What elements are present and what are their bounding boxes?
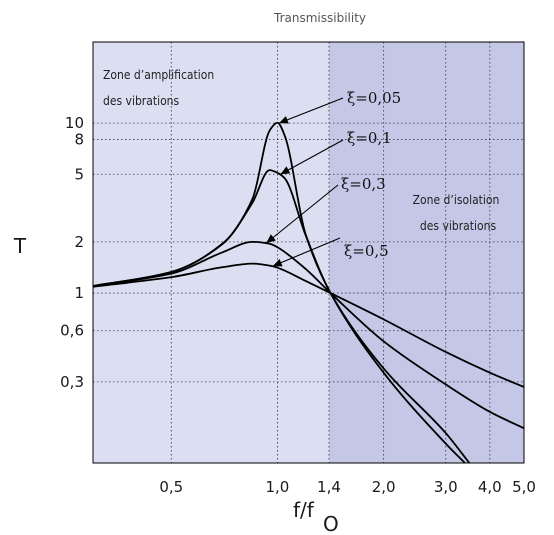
x-tick-label: 5,0 [512, 478, 536, 496]
y-tick-label: 0,3 [60, 373, 84, 391]
plot-frame [92, 41, 525, 464]
x-tick-label: 0,5 [159, 478, 183, 496]
pointer-arrow-line-2 [265, 184, 339, 244]
damping-curve-2 [93, 240, 524, 430]
curve-pointer-arrows [265, 97, 344, 267]
damping-curve-1 [93, 169, 471, 463]
y-tick-label: 10 [65, 114, 84, 132]
series-label-xi-0-5: ξ=0,5 [344, 242, 389, 260]
x-tick-labels: 0,5 1,0 1,4 2,0 3,0 4,0 5,0 [159, 478, 536, 496]
pointer-arrow-line-3 [272, 237, 341, 267]
amplification-zone-label-line2: des vibrations [103, 94, 180, 108]
y-axis-label: T [13, 234, 27, 258]
x-tick-label: 1,4 [317, 478, 341, 496]
series-label-xi-0-05: ξ=0,05 [347, 89, 401, 107]
pointer-arrow-head-1 [280, 166, 291, 175]
pointer-arrow-line-0 [278, 97, 344, 124]
y-tick-label: 0,6 [60, 322, 84, 340]
y-tick-label: 8 [74, 131, 84, 149]
pointer-arrow-line-1 [280, 139, 344, 175]
series-label-xi-0-3: ξ=0,3 [341, 175, 386, 193]
x-axis-label: f/f [293, 498, 315, 522]
amplification-zone-label-line1: Zone d’amplification [103, 68, 214, 82]
pointer-arrow-head-2 [266, 234, 276, 243]
pointer-arrow-head-3 [272, 258, 283, 267]
y-tick-label: 5 [74, 165, 84, 183]
isolation-zone-background [328, 42, 524, 463]
y-tick-label: 2 [74, 233, 84, 251]
x-tick-label: 2,0 [372, 478, 396, 496]
isolation-zone-label-line1: Zone d’isolation [413, 193, 500, 207]
chart-title: Transmissibility [273, 11, 366, 25]
isolation-zone-label-line2: des vibrations [420, 219, 497, 233]
x-tick-label: 1,0 [266, 478, 290, 496]
y-tick-labels: 0,3 0,6 1 2 5 810 [60, 114, 84, 391]
x-axis-label-subscript: O [323, 512, 339, 535]
damping-curve-3 [93, 262, 524, 388]
x-tick-label: 3,0 [434, 478, 458, 496]
pointer-arrow-head-0 [278, 116, 289, 124]
damping-curves [93, 121, 524, 463]
x-tick-label: 4,0 [478, 478, 502, 496]
y-tick-label: 1 [74, 284, 84, 302]
series-label-xi-0-1: ξ=0,1 [347, 129, 392, 147]
